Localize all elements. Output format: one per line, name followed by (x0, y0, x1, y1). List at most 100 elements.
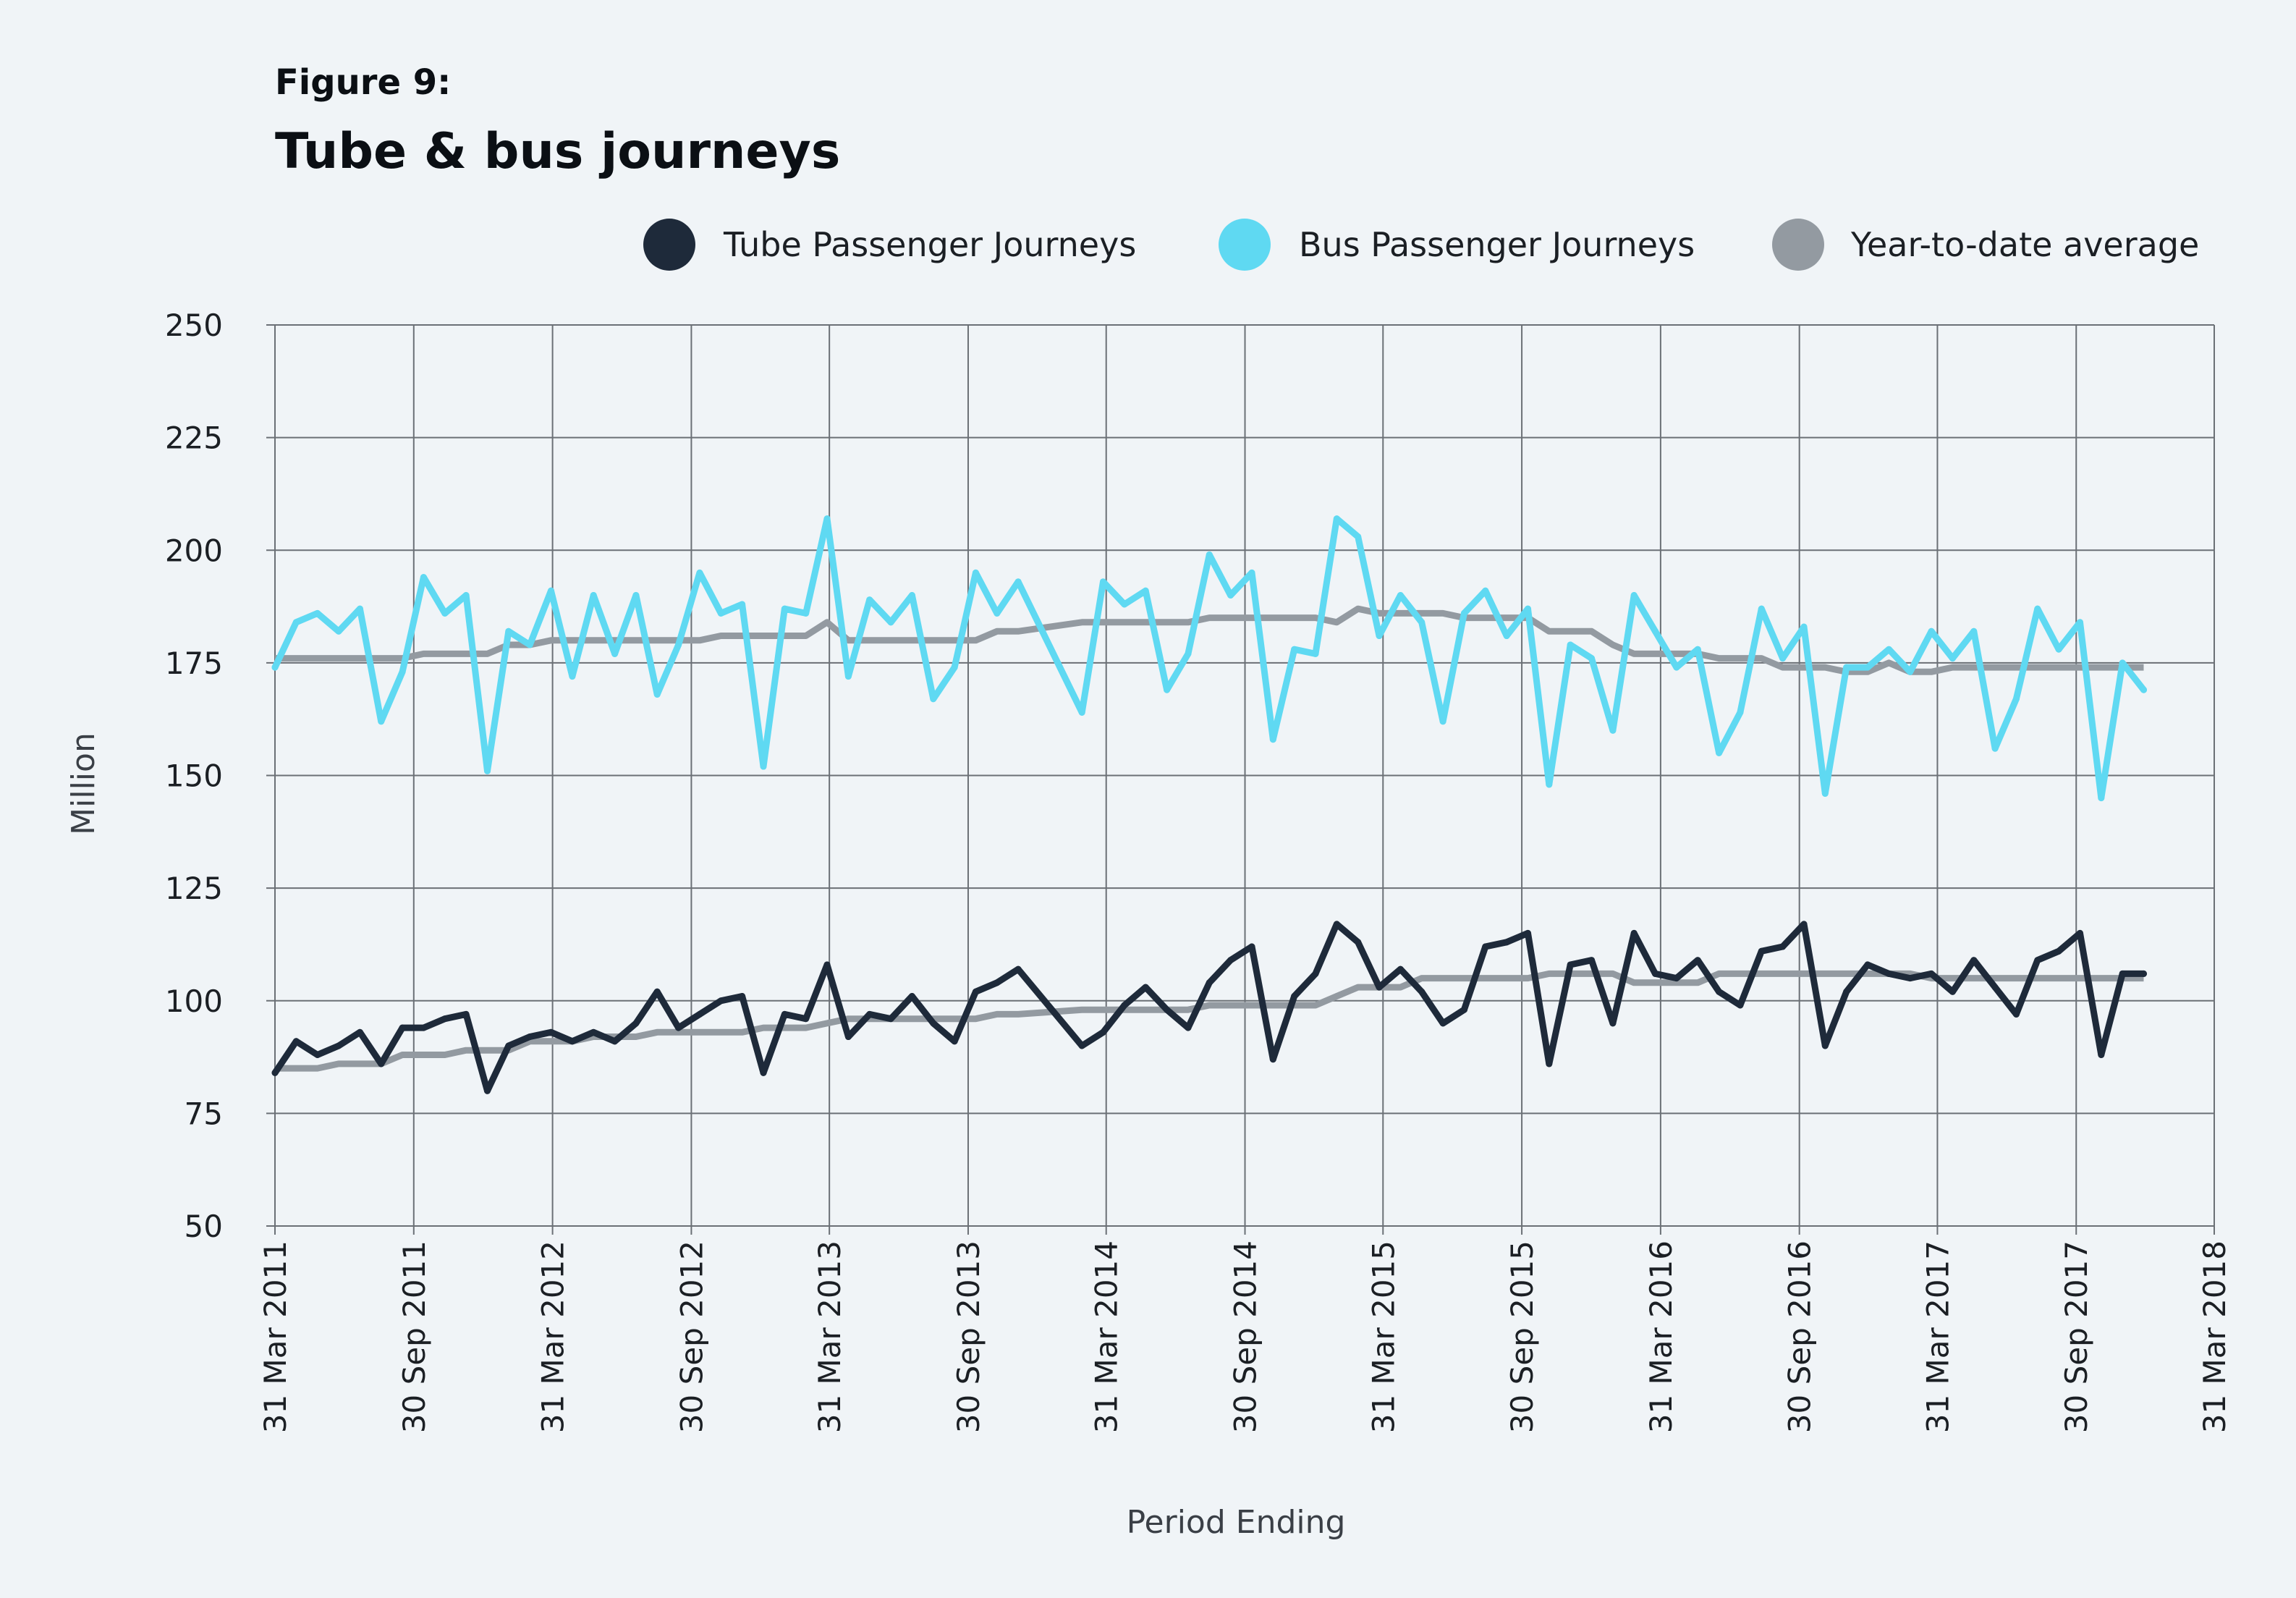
tube-data-point (1376, 984, 1383, 991)
tube-data-point (1800, 921, 1808, 928)
bus-data-point (1758, 605, 1765, 612)
bus-data-point (1482, 587, 1489, 594)
tube-data-point (1460, 1006, 1467, 1013)
tube-data-point (1928, 970, 1935, 977)
bus-data-point (1355, 533, 1362, 541)
x-tick-label: 31 Mar 2016 (1643, 1240, 1679, 1433)
bus-data-point (1014, 578, 1022, 585)
tube-data-point (972, 988, 979, 995)
bus-data-point (1100, 578, 1107, 585)
tube-data-point (930, 1020, 937, 1027)
bus-data-point (1821, 790, 1829, 797)
bus-data-point (1779, 655, 1787, 662)
y-tick-label: 150 (165, 758, 223, 794)
bus-data-point (335, 627, 342, 635)
tube-data-point (1843, 988, 1850, 995)
tube-data-point (1609, 1020, 1617, 1027)
tube-data-point (675, 1024, 682, 1031)
bus-data-point (1673, 664, 1680, 671)
tube-data-point (1482, 943, 1489, 950)
y-tick-label: 175 (165, 646, 223, 681)
bus-data-point (994, 609, 1001, 617)
bus-data-point (505, 627, 512, 635)
bus-data-point (1800, 623, 1808, 630)
bus-data-point (760, 763, 767, 770)
tube-data-point (1291, 993, 1298, 1000)
bus-data-point (1376, 633, 1383, 640)
tube-data-point (1716, 988, 1723, 995)
tube-data-point (1907, 975, 1914, 982)
bus-data-point (1142, 587, 1149, 594)
tube-data-point (1885, 970, 1892, 977)
bus-data-point (781, 605, 788, 612)
x-tick-label: 30 Sep 2013 (951, 1240, 986, 1433)
tube-data-point (590, 1028, 597, 1036)
bus-data-point (1524, 605, 1531, 612)
tube-data-point (1821, 1042, 1829, 1049)
tube-data-point (1524, 929, 1531, 937)
bus-data-point (1907, 668, 1914, 675)
x-tick-label: 31 Mar 2018 (2197, 1240, 2232, 1433)
tube-data-point (1546, 1060, 1553, 1068)
tube-data-point (335, 1042, 342, 1049)
y-axis-label: Million (65, 732, 102, 835)
y-tick-label: 125 (165, 871, 223, 906)
bus-data-point (2034, 605, 2041, 612)
tube-data-point (760, 1069, 767, 1076)
bus-data-point (1694, 646, 1701, 653)
bus-data-point (1546, 781, 1553, 788)
x-tick-label: 30 Sep 2011 (397, 1240, 432, 1433)
tube-data-point (526, 1033, 533, 1041)
tube-data-point (1185, 1024, 1192, 1031)
tube-data-point (2012, 1010, 2020, 1018)
tube-data-point (632, 1020, 640, 1027)
x-tick-label: 30 Sep 2015 (1504, 1240, 1540, 1433)
x-tick-label: 30 Sep 2014 (1228, 1240, 1263, 1433)
tube-data-point (717, 997, 724, 1005)
tube-data-point (1121, 1002, 1128, 1009)
tube-data-point (399, 1024, 406, 1031)
tube-data-point (611, 1038, 619, 1045)
tube-data-point (1779, 943, 1787, 950)
bus-data-point (1991, 745, 1999, 752)
bus-data-point (1716, 749, 1723, 756)
tube-data-point (1397, 965, 1404, 973)
tube-data-point (2076, 929, 2083, 937)
y-tick-label: 100 (165, 984, 223, 1019)
tube-data-point (1439, 1020, 1446, 1027)
tube-data-point (1673, 975, 1680, 982)
x-tick-label: 31 Mar 2014 (1089, 1240, 1124, 1433)
bus-data-point (1185, 650, 1192, 657)
tube-data-point (994, 979, 1001, 986)
tube-data-point (844, 1033, 852, 1041)
tube-data-point (1758, 947, 1765, 955)
bus-data-point (1503, 633, 1510, 640)
legend-label-bus: Bus Passenger Journeys (1299, 225, 1695, 264)
tube-data-point (2140, 970, 2148, 977)
bus-data-point (1078, 709, 1085, 716)
bus-data-point (1609, 727, 1617, 734)
bus-data-point (590, 592, 597, 599)
tube-data-point (1355, 939, 1362, 946)
y-tick-label: 225 (165, 420, 223, 456)
bus-data-point (866, 596, 873, 604)
bus-data-point (548, 587, 555, 594)
bus-data-point (1121, 601, 1128, 608)
tube-data-point (823, 961, 831, 968)
x-tick-label: 30 Sep 2017 (2059, 1240, 2094, 1433)
tube-data-point (569, 1038, 576, 1045)
tube-data-point (356, 1028, 363, 1036)
bus-data-point (1312, 650, 1319, 657)
bus-data-point (1630, 592, 1638, 599)
x-tick-label: 30 Sep 2016 (1782, 1240, 1818, 1433)
tube-data-point (653, 988, 661, 995)
y-tick-label: 75 (185, 1096, 223, 1131)
bus-data-point (1206, 551, 1213, 558)
x-tick-label: 30 Sep 2012 (674, 1240, 709, 1433)
y-tick-label: 50 (185, 1209, 223, 1244)
tube-data-point (739, 993, 746, 1000)
legend: Tube Passenger Journeys Bus Passenger Jo… (643, 219, 2199, 271)
bus-data-point (441, 609, 449, 617)
tube-data-point (271, 1069, 279, 1076)
bus-data-point (420, 574, 427, 581)
